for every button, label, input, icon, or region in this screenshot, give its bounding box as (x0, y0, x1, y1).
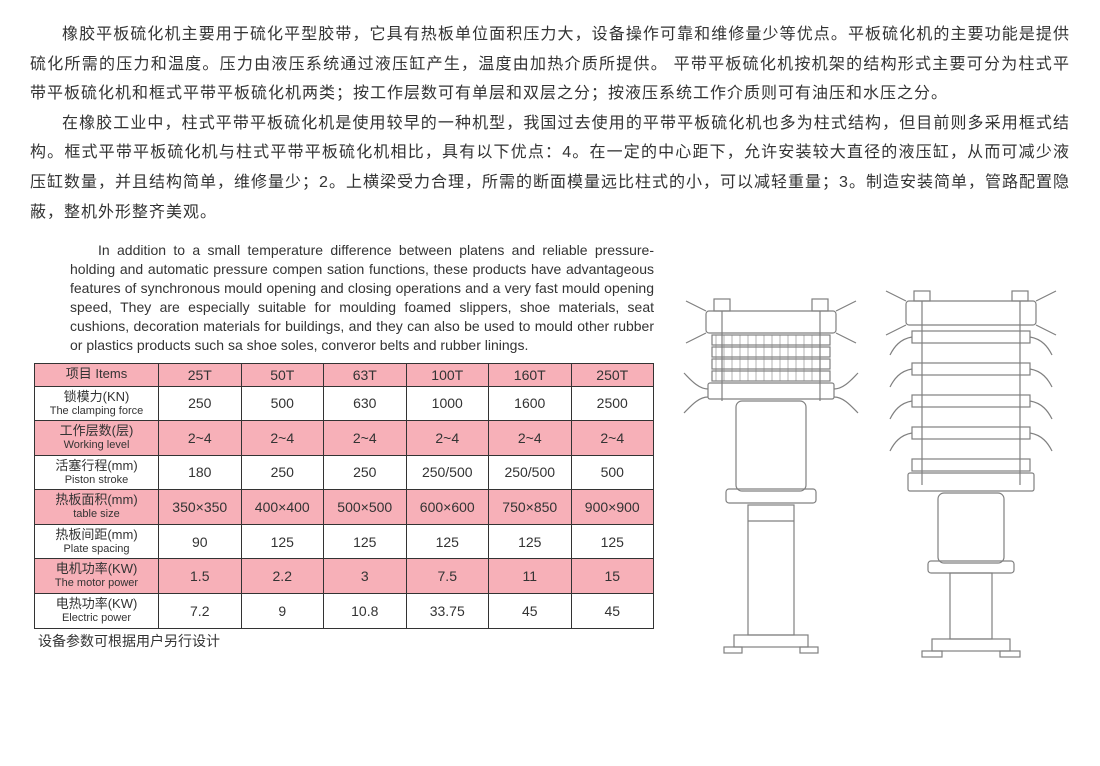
row-header-en: table size (37, 508, 156, 521)
press-left (684, 299, 858, 653)
cell: 11 (489, 559, 572, 594)
cell: 10.8 (324, 594, 407, 629)
cell: 7.2 (159, 594, 242, 629)
cell: 250 (324, 455, 407, 490)
cell: 15 (571, 559, 654, 594)
row-header: 工作层数(层)Working level (35, 421, 159, 456)
cell: 125 (406, 524, 489, 559)
chinese-para-1: 橡胶平板硫化机主要用于硫化平型胶带，它具有热板单位面积压力大，设备操作可靠和维修… (30, 20, 1070, 109)
cell: 125 (241, 524, 324, 559)
cell: 90 (159, 524, 242, 559)
row-header-en: Electric power (37, 612, 156, 625)
table-row: 电热功率(KW)Electric power7.2910.833.754545 (35, 594, 654, 629)
cell: 1600 (489, 386, 572, 421)
row-header-en: Piston stroke (37, 474, 156, 487)
left-column: In addition to a small temperature diffe… (30, 241, 662, 650)
col-5: 250T (571, 363, 654, 386)
col-0: 25T (159, 363, 242, 386)
machine-diagrams (662, 241, 1070, 691)
cell: 630 (324, 386, 407, 421)
col-1: 50T (241, 363, 324, 386)
cell: 45 (489, 594, 572, 629)
cell: 250/500 (406, 455, 489, 490)
press-diagram-svg (666, 271, 1066, 691)
cell: 2500 (571, 386, 654, 421)
cell: 9 (241, 594, 324, 629)
col-4: 160T (489, 363, 572, 386)
cell: 750×850 (489, 490, 572, 525)
row-header-cn: 热板面积(mm) (55, 492, 137, 507)
footnote: 设备参数可根据用户另行设计 (38, 631, 662, 651)
cell: 900×900 (571, 490, 654, 525)
row-header: 热板间距(mm)Plate spacing (35, 524, 159, 559)
english-description: In addition to a small temperature diffe… (30, 241, 662, 362)
cell: 1000 (406, 386, 489, 421)
row-header-cn: 电热功率(KW) (56, 596, 138, 611)
cell: 500×500 (324, 490, 407, 525)
cell: 125 (489, 524, 572, 559)
row-header-cn: 热板间距(mm) (55, 527, 137, 542)
row-header: 电机功率(KW)The motor power (35, 559, 159, 594)
spec-table: 项目 Items 25T 50T 63T 100T 160T 250T 锁模力(… (34, 363, 654, 629)
row-header-cn: 电机功率(KW) (56, 561, 138, 576)
cell: 250 (241, 455, 324, 490)
row-header-en: Plate spacing (37, 543, 156, 556)
table-row: 电机功率(KW)The motor power1.52.237.51115 (35, 559, 654, 594)
row-header-cn: 工作层数(层) (60, 423, 134, 438)
row-header-en: The clamping force (37, 405, 156, 418)
cell: 7.5 (406, 559, 489, 594)
press-right (886, 291, 1056, 657)
cell: 1.5 (159, 559, 242, 594)
cell: 180 (159, 455, 242, 490)
row-header-en: The motor power (37, 577, 156, 590)
row-header: 锁模力(KN)The clamping force (35, 386, 159, 421)
english-text: In addition to a small temperature diffe… (70, 242, 654, 352)
cell: 500 (571, 455, 654, 490)
cell: 125 (324, 524, 407, 559)
row-header: 电热功率(KW)Electric power (35, 594, 159, 629)
cell: 2~4 (571, 421, 654, 456)
table-row: 热板面积(mm)table size350×350400×400500×5006… (35, 490, 654, 525)
chinese-para-2: 在橡胶工业中，柱式平带平板硫化机是使用较早的一种机型，我国过去使用的平带平板硫化… (30, 109, 1070, 227)
header-items: 项目 Items (35, 363, 159, 386)
lower-content: In addition to a small temperature diffe… (30, 241, 1070, 691)
cell: 45 (571, 594, 654, 629)
cell: 400×400 (241, 490, 324, 525)
cell: 250 (159, 386, 242, 421)
cell: 250/500 (489, 455, 572, 490)
cell: 350×350 (159, 490, 242, 525)
cell: 500 (241, 386, 324, 421)
cell: 600×600 (406, 490, 489, 525)
cell: 2~4 (489, 421, 572, 456)
row-header-cn: 活塞行程(mm) (55, 458, 137, 473)
row-header-cn: 锁模力(KN) (64, 389, 130, 404)
col-2: 63T (324, 363, 407, 386)
table-row: 锁模力(KN)The clamping force250500630100016… (35, 386, 654, 421)
table-row: 活塞行程(mm)Piston stroke180250250250/500250… (35, 455, 654, 490)
spec-table-body: 锁模力(KN)The clamping force250500630100016… (35, 386, 654, 628)
cell: 2~4 (241, 421, 324, 456)
cell: 3 (324, 559, 407, 594)
row-header-en: Working level (37, 439, 156, 452)
cell: 2~4 (406, 421, 489, 456)
cell: 2~4 (159, 421, 242, 456)
row-header: 热板面积(mm)table size (35, 490, 159, 525)
cell: 125 (571, 524, 654, 559)
row-header: 活塞行程(mm)Piston stroke (35, 455, 159, 490)
cell: 2~4 (324, 421, 407, 456)
cell: 33.75 (406, 594, 489, 629)
table-row: 热板间距(mm)Plate spacing90125125125125125 (35, 524, 654, 559)
chinese-description: 橡胶平板硫化机主要用于硫化平型胶带，它具有热板单位面积压力大，设备操作可靠和维修… (30, 20, 1070, 227)
col-3: 100T (406, 363, 489, 386)
table-row: 工作层数(层)Working level2~42~42~42~42~42~4 (35, 421, 654, 456)
cell: 2.2 (241, 559, 324, 594)
